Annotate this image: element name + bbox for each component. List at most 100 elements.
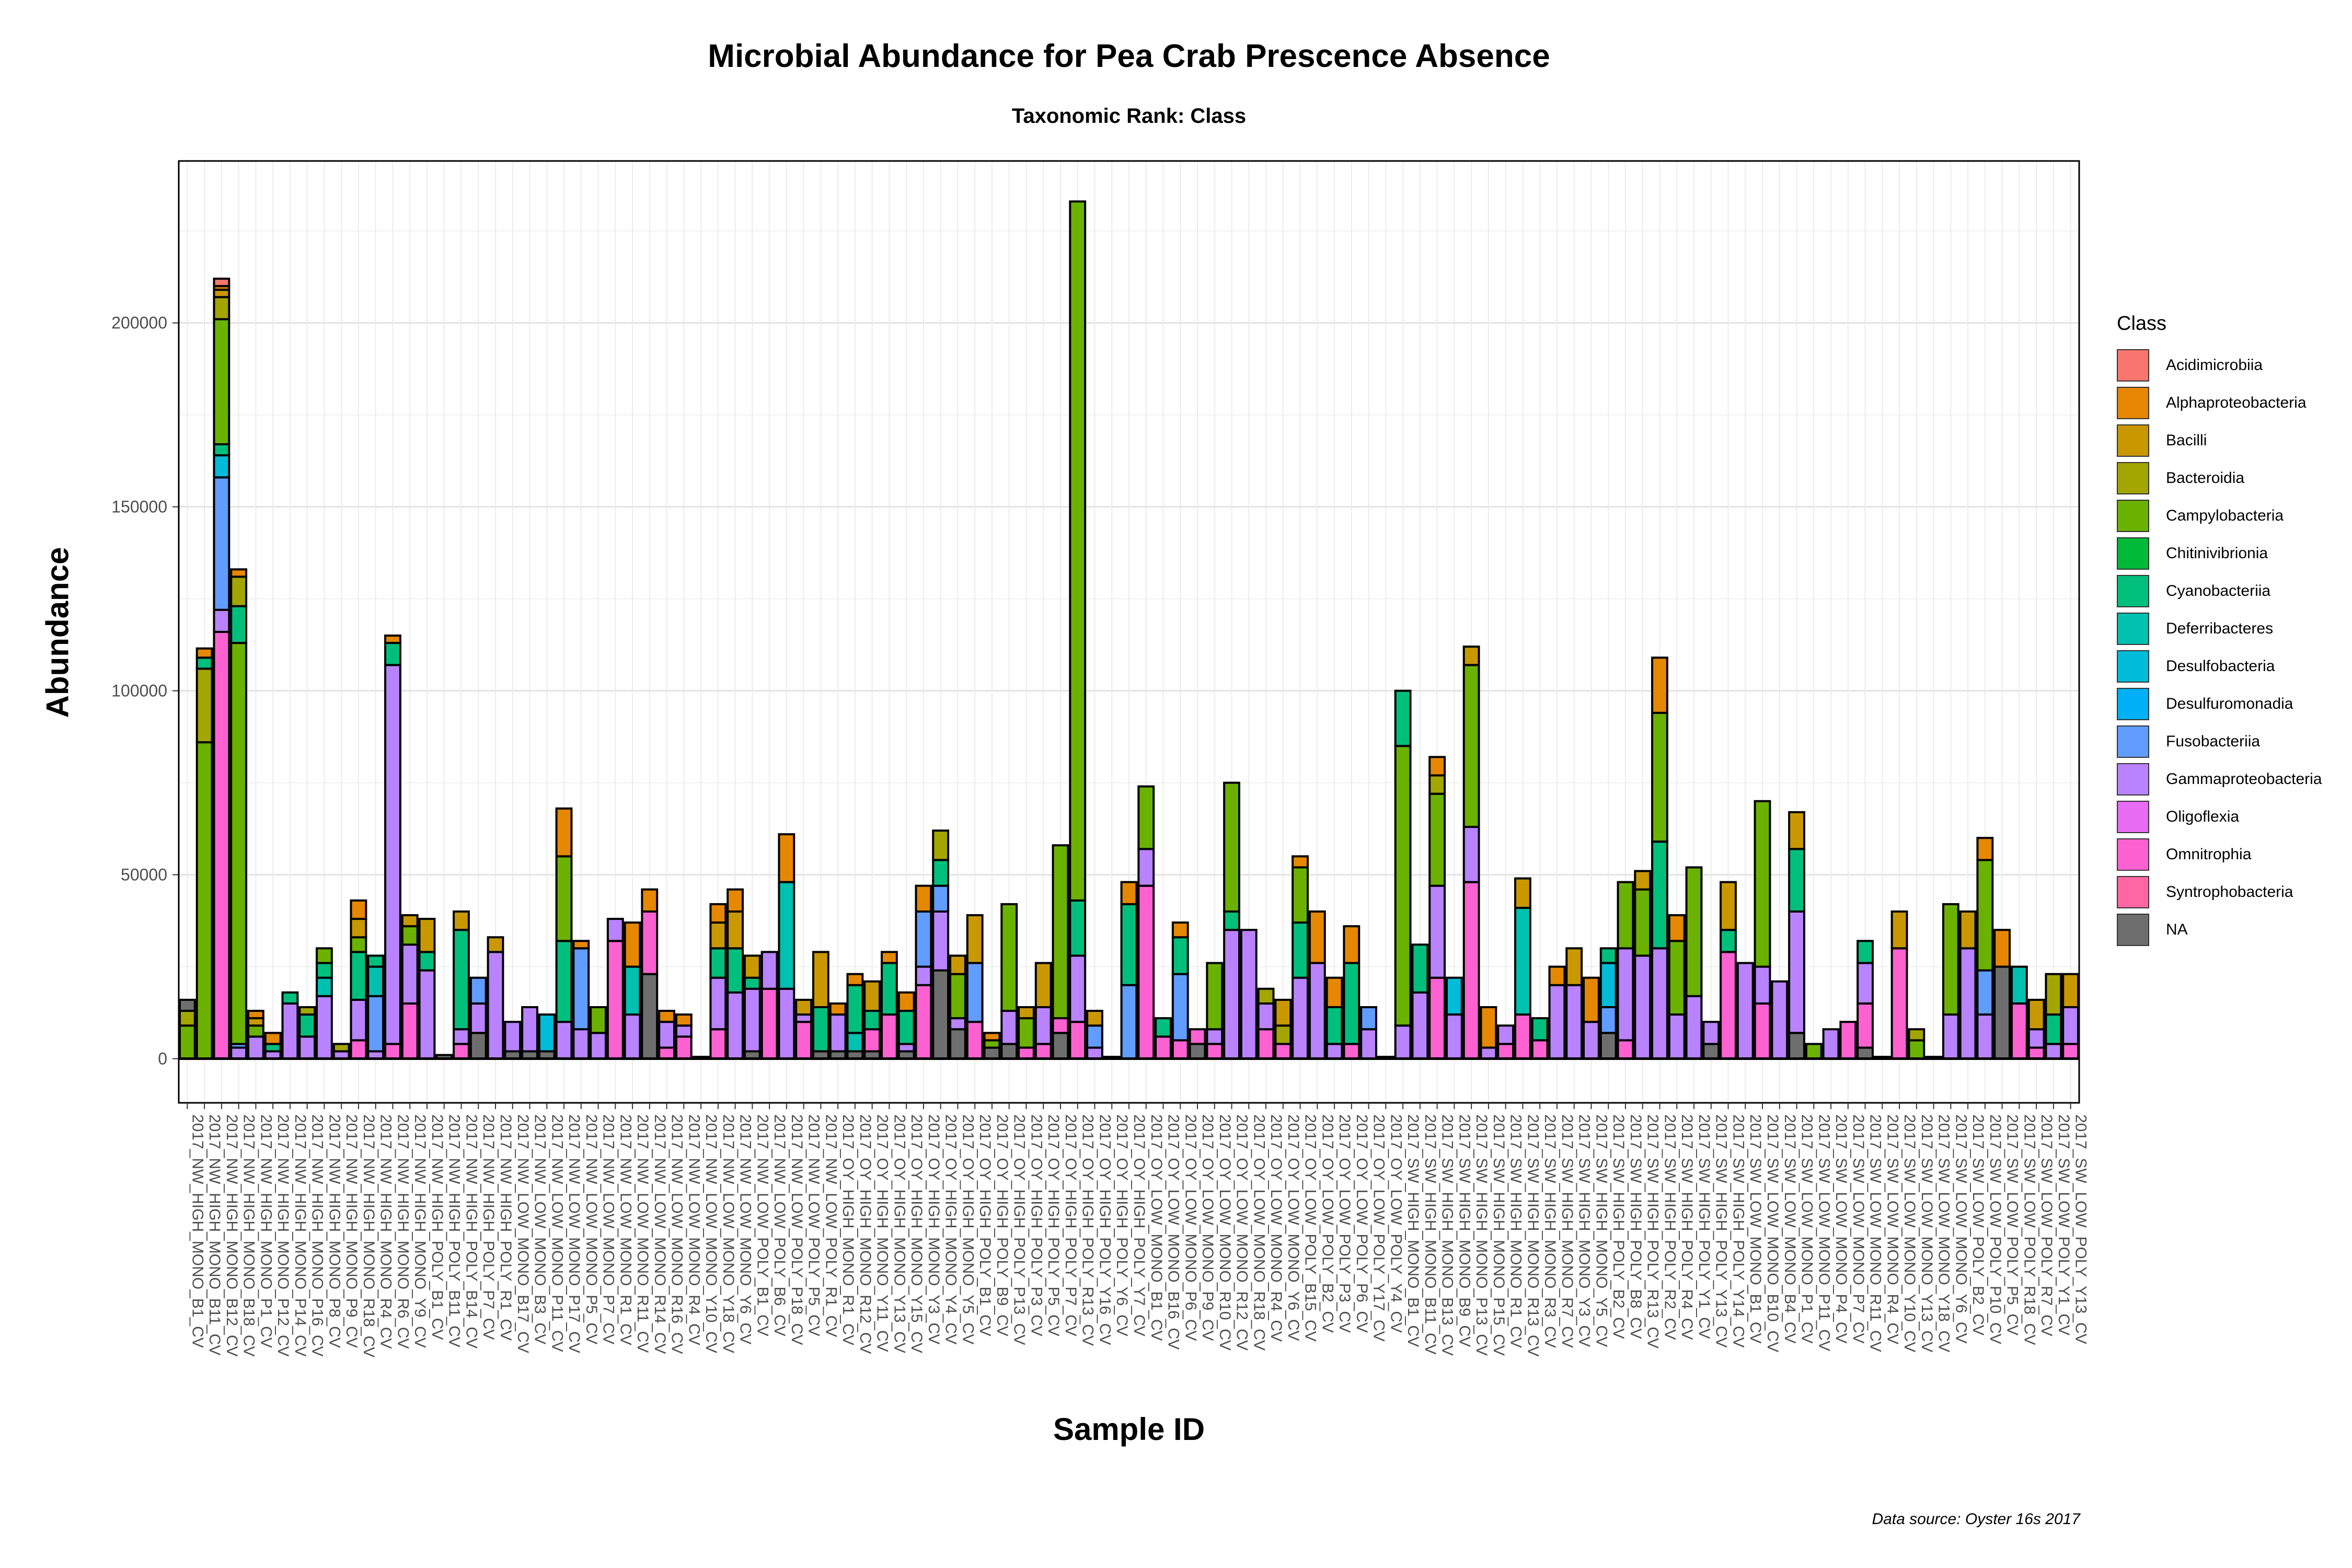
bar-stack (1548, 965, 1566, 1060)
bar-segment (795, 1021, 813, 1060)
bar-stack (1069, 200, 1087, 1060)
bar-segment (1599, 962, 1617, 1008)
bar-stack (1086, 1010, 1103, 1060)
bar-segment (966, 914, 984, 964)
bar-segment (1171, 1039, 1189, 1060)
x-tick-label: 2017_NW_LOW_MONO_P11_CV (548, 1114, 566, 1352)
legend-swatch (2117, 387, 2149, 419)
x-tick-label: 2017_NW_HIGH_MONO_B1_CV (189, 1114, 206, 1348)
x-tick-label: 2017_SW_HIGH_MONO_B13_CV (1439, 1114, 1456, 1356)
bar-segment (195, 647, 213, 659)
bar-segment (795, 1013, 813, 1023)
bar-segment (2062, 1006, 2080, 1045)
x-tick-label: 2017_NW_HIGH_MONO_P16_CV (309, 1114, 326, 1357)
bar-segment (1514, 877, 1531, 909)
bar-segment (1120, 903, 1138, 986)
bar-stack (298, 1006, 316, 1060)
x-tick-label: 2017_NW_LOW_POLY_B1_CV (754, 1114, 771, 1336)
x-tick-label: 2017_OY_LOW_MONO_R12_CV (1233, 1114, 1251, 1351)
bar-stack (1120, 881, 1138, 1060)
x-tick-label: 2017_SW_HIGH_MONO_Y3_CV (1576, 1114, 1593, 1347)
legend-label: Alphaproteobacteria (2166, 394, 2307, 411)
bar-segment (1257, 987, 1275, 1005)
x-tick-label: 2017_SW_LOW_MONO_R11_CV (1867, 1114, 1884, 1352)
bar-segment (727, 910, 744, 950)
bar-segment (949, 1017, 966, 1031)
bar-segment (1034, 962, 1052, 1008)
bar-segment (709, 903, 727, 924)
bar-segment (727, 991, 744, 1060)
bar-segment (590, 1032, 607, 1060)
bar-stack (1993, 929, 2011, 1060)
bar-segment (1325, 976, 1343, 1008)
bar-segment (1223, 910, 1240, 931)
x-tick-label: 2017_NW_HIGH_MONO_R6_CV (394, 1114, 411, 1349)
bar-segment (1702, 1043, 1720, 1060)
bar-segment (1069, 899, 1087, 957)
bar-segment (1206, 1028, 1224, 1045)
bar-stack (1480, 1006, 1497, 1060)
bar-segment (247, 1010, 264, 1020)
bar-segment (1617, 881, 1634, 950)
bar-stack (572, 940, 590, 1060)
legend-swatch (2117, 725, 2149, 758)
bar-segment (1120, 881, 1138, 905)
bar-segment (1480, 1046, 1497, 1060)
bar-segment (418, 969, 436, 1060)
bar-segment (966, 962, 984, 1023)
bar-stack (1754, 800, 1771, 1060)
legend-label: Desulfuromonadia (2166, 695, 2293, 712)
x-tick-label: 2017_OY_LOW_MONO_Y6_CV (1285, 1114, 1302, 1341)
bar-segment (1599, 1006, 1617, 1034)
y-tick-label: 50000 (121, 866, 167, 884)
bar-segment (1651, 711, 1668, 843)
bar-stack (469, 976, 487, 1060)
bar-segment (1959, 947, 1977, 1060)
bar-stack (350, 899, 367, 1060)
x-tick-label: 2017_OY_HIGH_POLY_B9_CV (994, 1114, 1011, 1336)
bar-stack (264, 1032, 282, 1060)
bar-segment (316, 947, 333, 964)
x-tick-label: 2017_SW_LOW_MONO_B1_CV (1747, 1114, 1764, 1344)
bar-stack (760, 951, 778, 1060)
bar-segment (1771, 980, 1789, 1060)
bar-segment (1857, 940, 1874, 964)
bar-segment (178, 1010, 196, 1027)
x-tick-label: 2017_NW_LOW_POLY_R1_CV (822, 1114, 839, 1337)
bar-segment (213, 476, 230, 611)
x-tick-label: 2017_NW_LOW_MONO_R16_CV (668, 1114, 686, 1354)
bar-stack (983, 1032, 1001, 1060)
bar-segment (1942, 1013, 1959, 1060)
bar-segment (1993, 965, 2011, 1060)
bar-segment (897, 1010, 915, 1045)
bar-segment (469, 976, 487, 1005)
bar-segment (1018, 1006, 1035, 1020)
bar-segment (1788, 848, 1805, 913)
bar-segment (1634, 954, 1652, 1060)
chart-title: Microbial Abundance for Pea Crab Prescen… (708, 38, 1550, 74)
bar-segment (1890, 947, 1908, 1060)
bar-segment (213, 296, 230, 320)
legend-swatch (2117, 876, 2149, 908)
bar-stack (1857, 940, 1874, 1060)
bar-segment (1325, 1006, 1343, 1045)
bar-stack (1497, 1024, 1515, 1060)
bar-segment (1497, 1043, 1515, 1060)
legend-item: Alphaproteobacteria (2117, 384, 2322, 422)
bar-segment (1462, 881, 1480, 1060)
bar-segment (624, 1013, 641, 1060)
x-tick-label: 2017_SW_LOW_MONO_P1_CV (1798, 1114, 1816, 1344)
bar-segment (1411, 943, 1429, 994)
bar-stack (195, 647, 213, 1060)
bar-stack (606, 918, 624, 1060)
bar-stack (1583, 976, 1600, 1060)
x-tick-label: 2017_OY_HIGH_MONO_R12_CV (857, 1114, 874, 1354)
bar-stack (1171, 921, 1189, 1060)
bar-stack (213, 278, 230, 1060)
bar-stack (2027, 998, 2045, 1060)
bar-segment (1702, 1021, 1720, 1045)
bar-segment (1822, 1028, 1840, 1060)
bar-segment (1206, 962, 1224, 1031)
x-tick-label: 2017_SW_LOW_POLY_R7_CV (2038, 1114, 2055, 1336)
bar-segment (1428, 756, 1446, 777)
